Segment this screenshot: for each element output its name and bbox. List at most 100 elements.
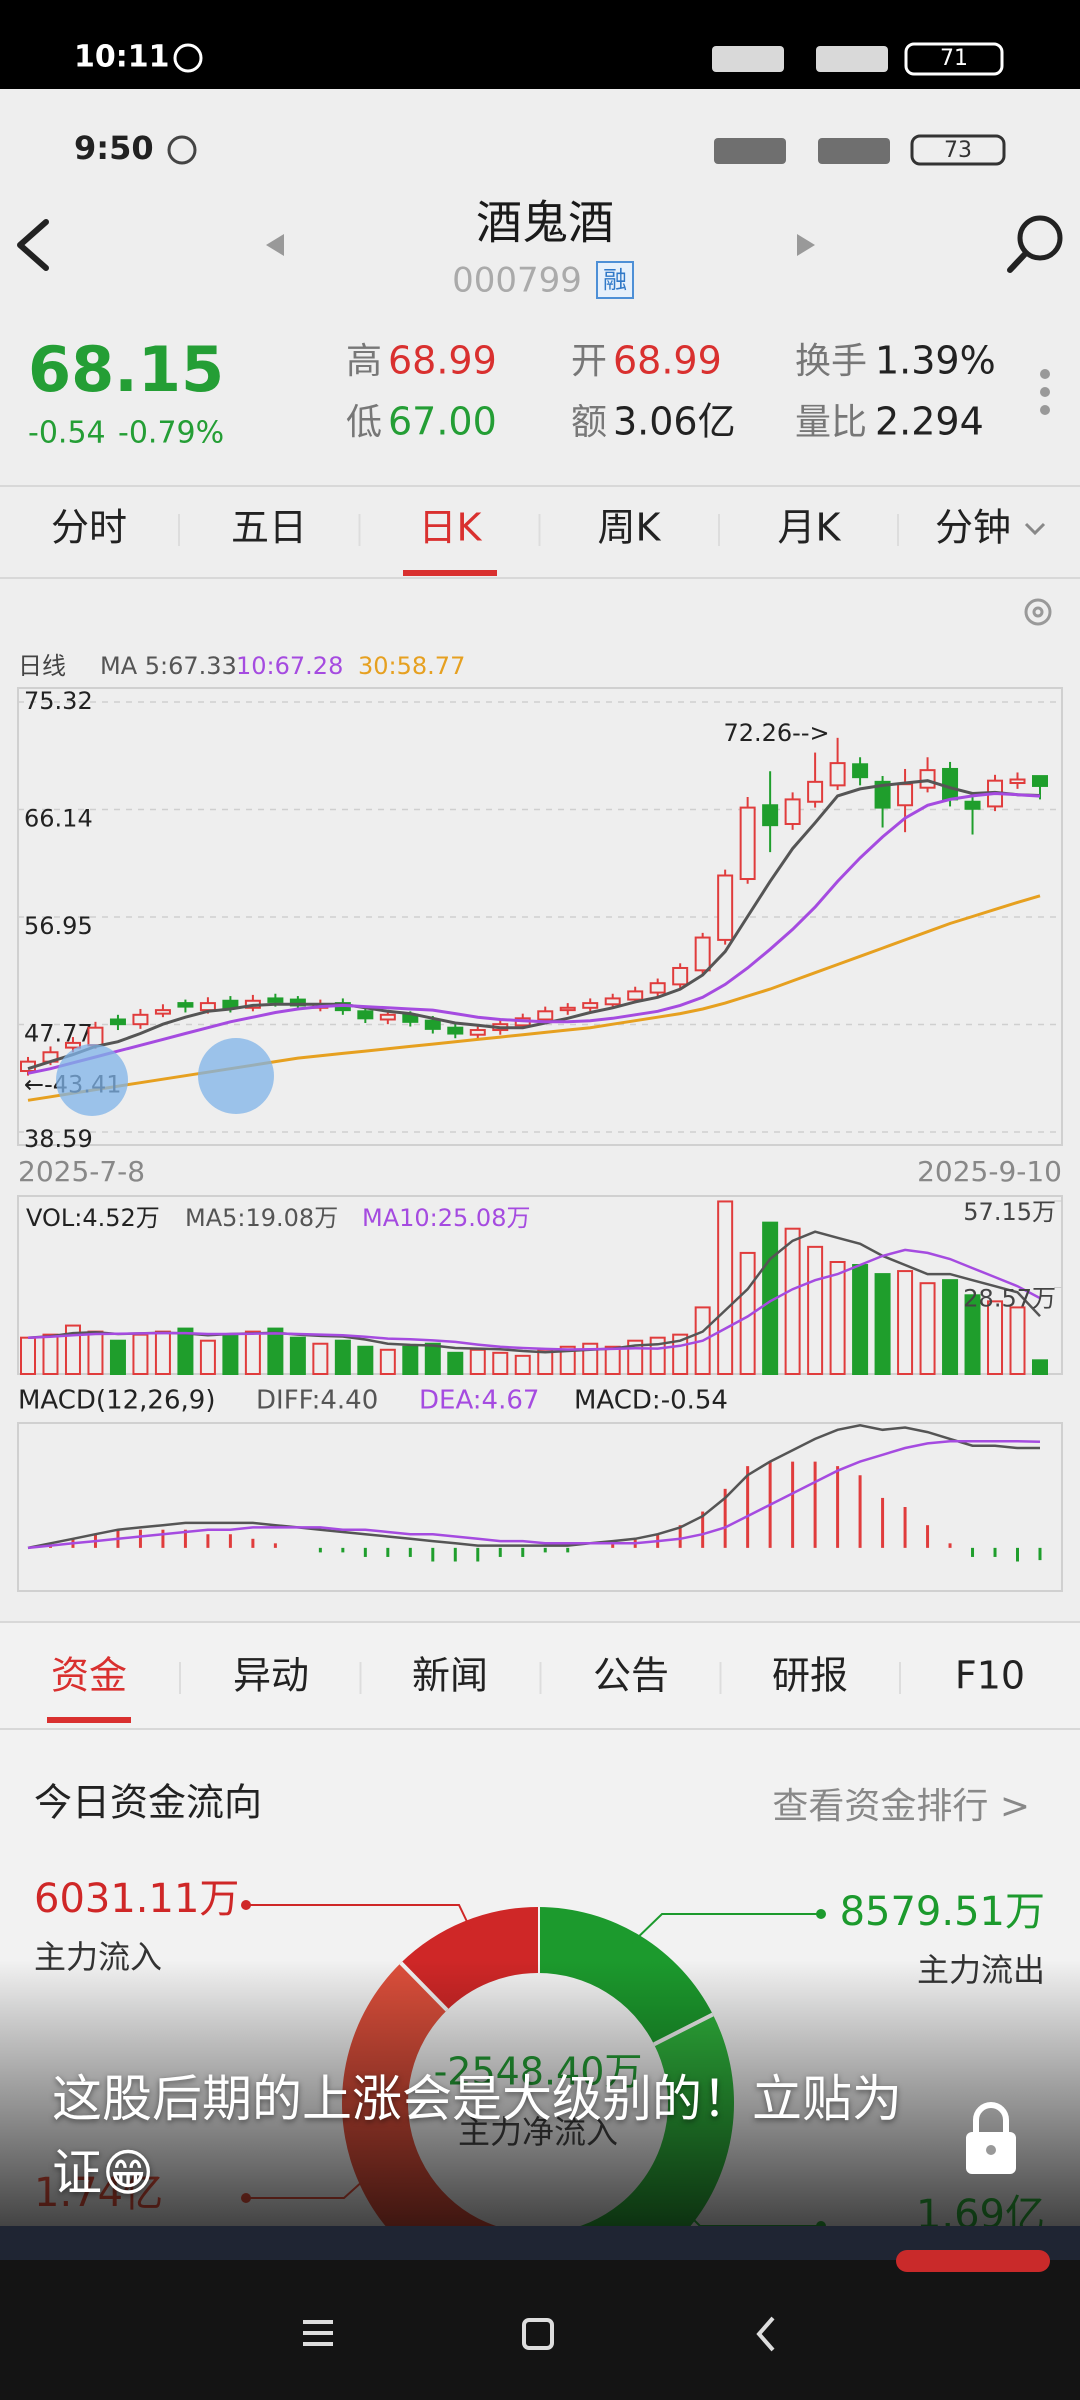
volume-bar bbox=[447, 1351, 464, 1376]
stat-label: 换手 bbox=[795, 341, 867, 382]
volume-bar bbox=[42, 1333, 59, 1376]
tab[interactable]: 分时 bbox=[51, 506, 127, 550]
volume-bar bbox=[469, 1348, 486, 1376]
volume-bar bbox=[154, 1330, 171, 1375]
next-stock[interactable] bbox=[797, 234, 815, 256]
more-button[interactable] bbox=[1040, 369, 1050, 415]
candle-body bbox=[447, 1026, 464, 1035]
volume-bar bbox=[20, 1336, 36, 1376]
volume-bar bbox=[357, 1345, 374, 1375]
volume-bar bbox=[289, 1336, 306, 1376]
back-button[interactable] bbox=[17, 219, 49, 271]
y-tick-label: 56.95 bbox=[24, 912, 93, 940]
stat-value: 2.294 bbox=[875, 400, 984, 444]
tab[interactable]: 分钟 bbox=[935, 506, 1011, 550]
candle-body bbox=[582, 1002, 599, 1009]
battery-icon bbox=[904, 42, 1004, 76]
tab-underline bbox=[47, 1717, 131, 1723]
volume-bar bbox=[64, 1324, 81, 1375]
bottom-tab[interactable]: 异动 bbox=[233, 1654, 309, 1698]
section-title: 今日资金流向 bbox=[34, 1781, 262, 1825]
inner-status-time: 9:50 bbox=[74, 129, 154, 167]
candle-body bbox=[897, 783, 914, 807]
candle-body bbox=[942, 767, 959, 801]
volume-bar bbox=[649, 1336, 666, 1376]
volume-bar bbox=[199, 1339, 216, 1375]
tab[interactable]: 月K bbox=[778, 506, 842, 550]
bottom-tab[interactable]: 研报 bbox=[772, 1654, 848, 1698]
post-button[interactable] bbox=[896, 2250, 1050, 2272]
bottom-tab[interactable]: 资金 bbox=[51, 1654, 127, 1698]
candle-body bbox=[87, 1026, 104, 1047]
floating-button[interactable] bbox=[198, 1038, 274, 1114]
candle-body bbox=[537, 1010, 554, 1021]
tab[interactable]: 周K bbox=[598, 506, 662, 550]
floating-button[interactable] bbox=[56, 1044, 128, 1116]
candle-body bbox=[604, 997, 621, 1006]
tab[interactable]: 五日 bbox=[231, 506, 307, 550]
candle-body bbox=[1032, 775, 1048, 787]
volume-bar bbox=[87, 1330, 104, 1375]
candle-body bbox=[717, 874, 734, 941]
back-nav-button[interactable] bbox=[756, 2316, 775, 2352]
volume-bar bbox=[267, 1327, 284, 1375]
stat-label: 量比 bbox=[795, 402, 867, 443]
legend-entry: 10:67.28 bbox=[236, 652, 343, 680]
candle-body bbox=[852, 763, 869, 779]
candle-body bbox=[64, 1041, 81, 1049]
nav-icons bbox=[303, 2316, 775, 2352]
stat-value: 1.39% bbox=[875, 339, 996, 383]
volume-bar bbox=[379, 1348, 396, 1376]
bottom-tab[interactable]: 新闻 bbox=[412, 1654, 488, 1698]
ma-line bbox=[27, 894, 1041, 1102]
battery-icon bbox=[910, 134, 1006, 166]
lock-icon[interactable] bbox=[966, 2102, 1016, 2174]
y-tick-label: 47.77 bbox=[24, 1020, 93, 1048]
x-tick-label: 2025-9-10 bbox=[917, 1155, 1062, 1188]
candle-body bbox=[739, 806, 756, 881]
search-button[interactable] bbox=[1007, 215, 1063, 273]
change-pct: -0.79% bbox=[118, 416, 224, 451]
volume-bar bbox=[559, 1345, 576, 1375]
donut-value-label: 8579.51万 bbox=[840, 1889, 1045, 1935]
candle-body bbox=[469, 1029, 486, 1036]
y-tick-label: 57.15万 bbox=[963, 1198, 1056, 1226]
legend-entry: MA5:19.08万 bbox=[185, 1204, 338, 1232]
high-annotation: 72.26--> bbox=[723, 719, 829, 747]
volume-ma-line bbox=[27, 1248, 1041, 1351]
y-tick-label: 28.57万 bbox=[963, 1285, 1056, 1313]
candle-body bbox=[762, 804, 779, 827]
battery-level: 73 bbox=[944, 138, 972, 163]
legend-entry: 30:58.77 bbox=[358, 652, 465, 680]
prev-stock[interactable] bbox=[266, 234, 284, 256]
alarm-icon bbox=[173, 43, 203, 73]
candle-body bbox=[132, 1013, 149, 1026]
volume-bar bbox=[852, 1264, 869, 1376]
candle-body bbox=[199, 1002, 216, 1012]
volume-bar bbox=[717, 1200, 734, 1376]
settings-button[interactable] bbox=[1024, 598, 1052, 626]
leader-dot bbox=[816, 1909, 826, 1919]
volume-bar bbox=[919, 1282, 936, 1376]
volume-bar bbox=[402, 1345, 419, 1375]
stat-value: 3.06亿 bbox=[613, 400, 736, 444]
home-button[interactable] bbox=[522, 2318, 554, 2350]
stock-name: 酒鬼酒 bbox=[476, 196, 614, 250]
bottom-tab[interactable]: 公告 bbox=[593, 1654, 669, 1698]
candle-body bbox=[874, 780, 891, 809]
bottom-tab[interactable]: F10 bbox=[955, 1654, 1025, 1698]
volume-bar bbox=[109, 1339, 126, 1375]
volume-bar bbox=[312, 1342, 329, 1375]
legend-entry: MACD:-0.54 bbox=[574, 1386, 728, 1416]
menu-button[interactable] bbox=[303, 2320, 333, 2346]
post-caption: 这股后期的上涨会是大级别的！立贴为证😁 bbox=[52, 2070, 902, 2202]
volume-bar bbox=[222, 1333, 239, 1376]
candle-body bbox=[267, 997, 284, 1003]
tab[interactable]: 日K bbox=[419, 506, 483, 550]
candle-body bbox=[807, 780, 824, 803]
price: 68.15 bbox=[28, 333, 224, 406]
section-link[interactable]: 查看资金排行 > bbox=[772, 1786, 1030, 1827]
candle-body bbox=[177, 1002, 194, 1008]
stat-label: 额 bbox=[571, 402, 607, 443]
